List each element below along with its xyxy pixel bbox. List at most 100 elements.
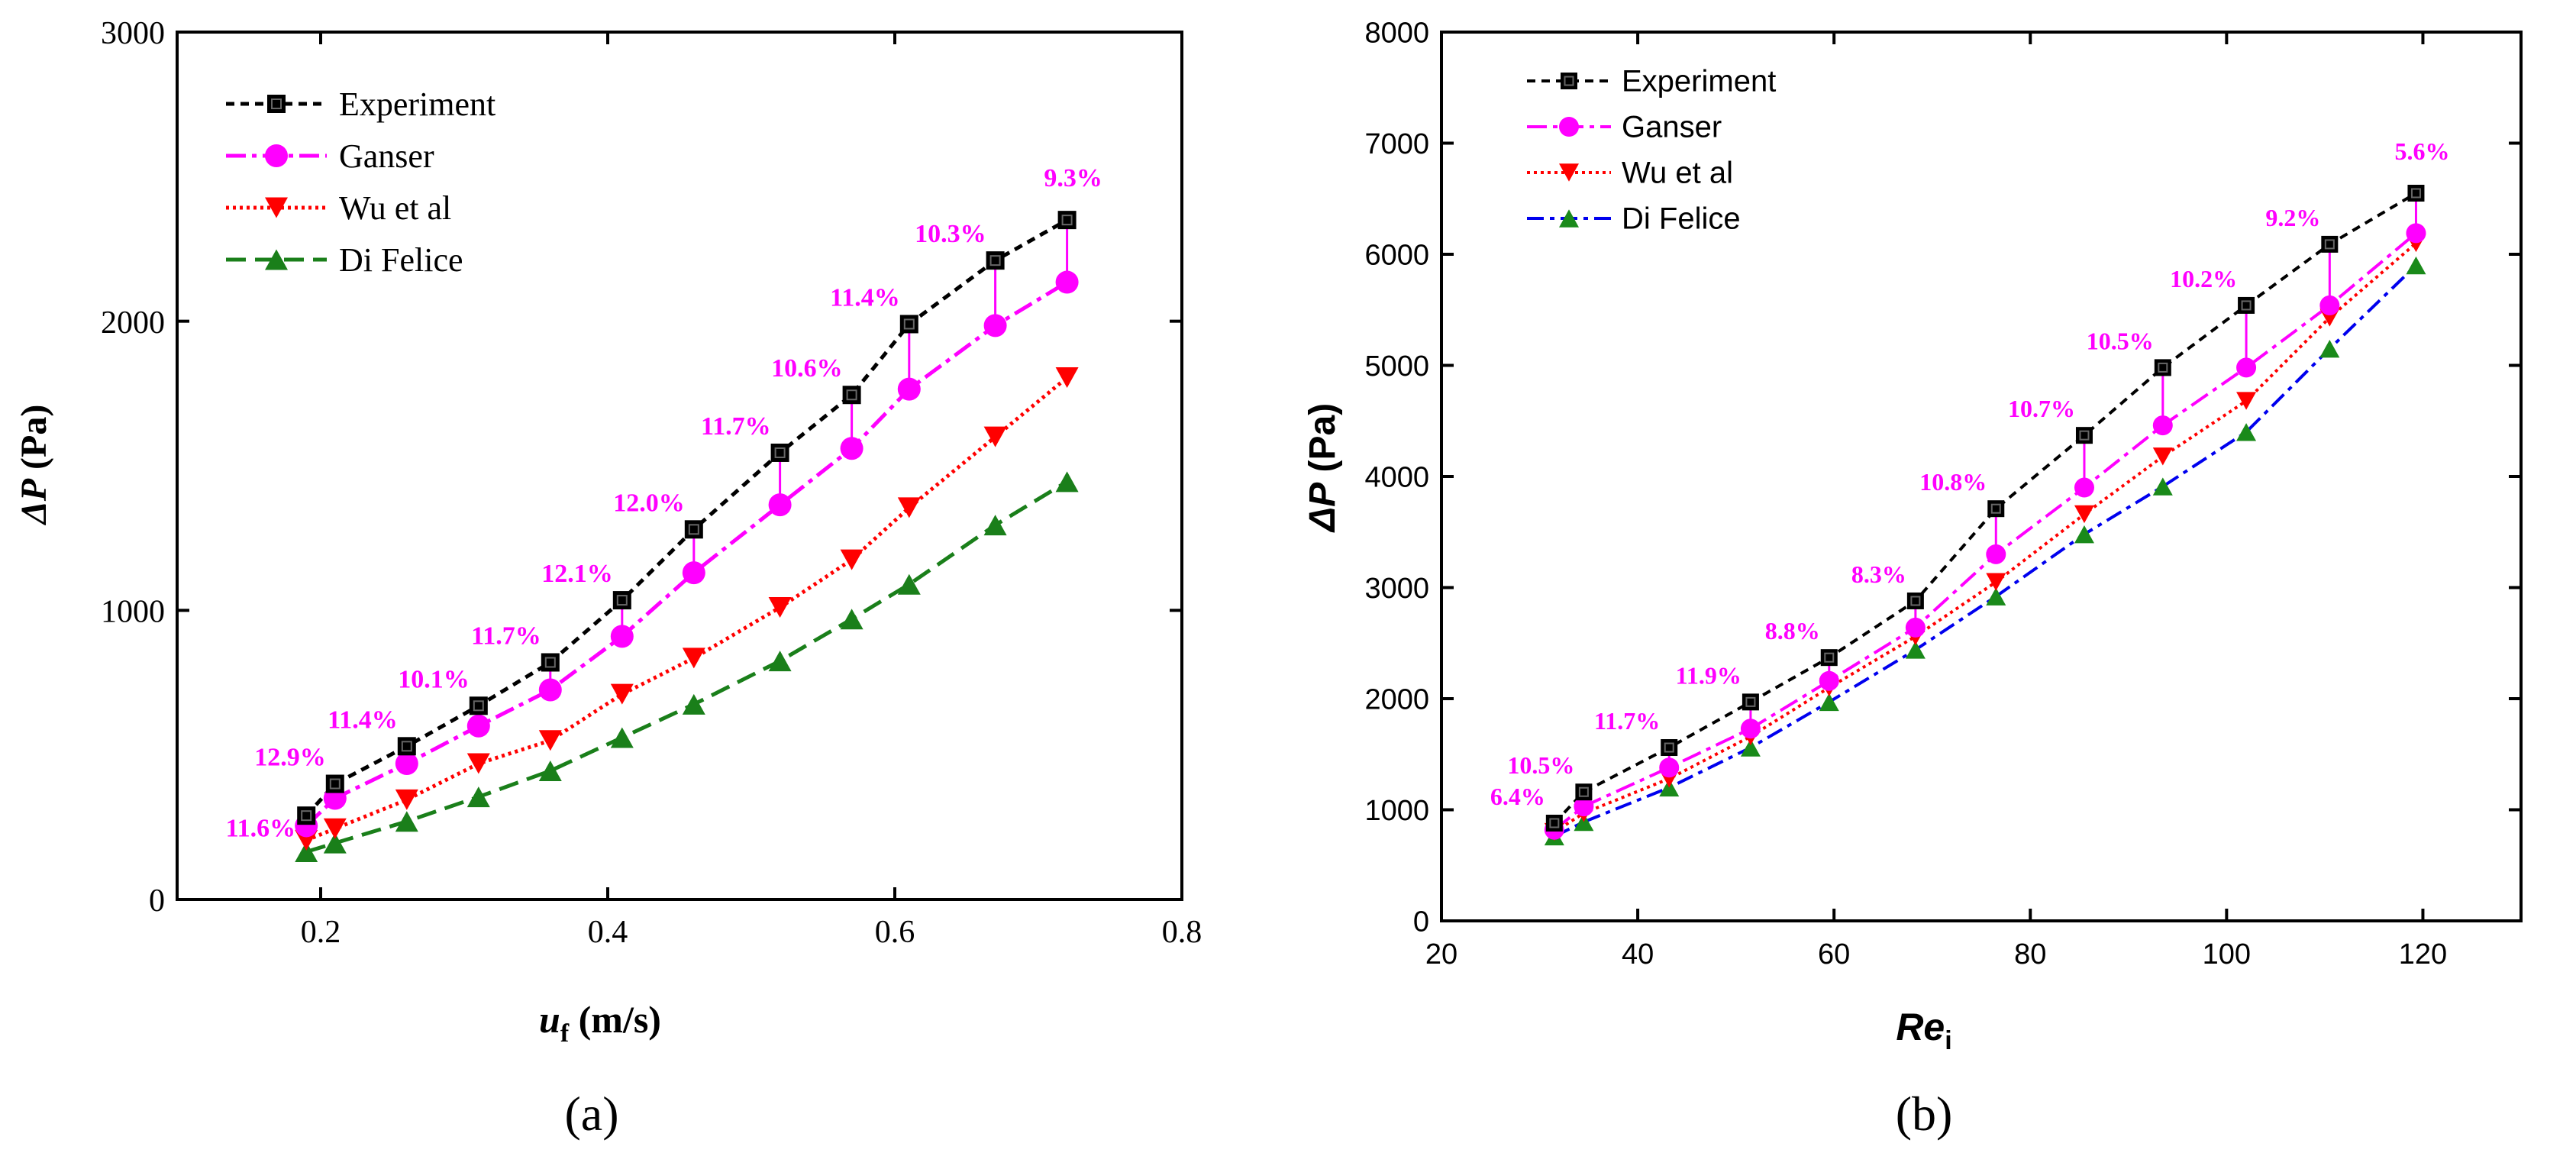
point-di-felice-a (323, 832, 347, 854)
point-ganser-b (1986, 544, 2006, 564)
point-di-felice-a (538, 760, 562, 781)
point-experiment-b-inner (1549, 818, 1560, 828)
y-axis-label-symbol-a: ΔP (14, 478, 54, 525)
deviation-label-b: 9.2% (2265, 204, 2320, 231)
point-experiment-a-inner (473, 700, 484, 712)
legend-label-a: Wu et al (339, 189, 451, 227)
point-di-felice-a (466, 786, 490, 808)
plot-area-b: 20 40 60 80 100 120 0 1000 2000 3000 4000 5000 6000 7… (1364, 18, 2523, 971)
point-experiment-b (2075, 427, 2093, 444)
x-axis-label-b: Rei (1896, 1006, 1951, 1055)
point-ganser-b (2236, 357, 2257, 378)
point-experiment-a-inner (301, 810, 312, 822)
y-axis-label-symbol-b: ΔP (1303, 482, 1343, 533)
deviation-label-a: 10.1% (398, 665, 470, 693)
point-wu-et-al-a (395, 789, 418, 810)
series-line-experiment-a (305, 218, 1068, 817)
point-di-felice-b (1905, 641, 1926, 659)
point-wu-et-al-a (466, 753, 490, 774)
deviation-label-b: 8.8% (1765, 617, 1820, 644)
point-wu-et-al-a (1055, 367, 1079, 389)
point-di-felice-b (1740, 738, 1761, 757)
point-ganser-b (1819, 670, 1839, 691)
point-di-felice-b (2152, 477, 2173, 496)
point-di-felice-a (1055, 471, 1079, 493)
point-ganser-a (395, 752, 418, 776)
deviation-label-a: 11.4% (830, 283, 900, 312)
point-experiment-a (684, 520, 703, 539)
chart-panel-b: 20 40 60 80 100 120 0 1000 2000 3000 4000 5000 6000 7… (1303, 18, 2523, 1141)
point-experiment-a (770, 443, 789, 462)
point-ganser-b (1905, 617, 1926, 638)
x-tick-label-b: 20 (1425, 938, 1457, 971)
series-line-ganser-a (305, 280, 1068, 828)
point-wu-et-al-b (2074, 505, 2094, 524)
point-ganser-a (897, 377, 921, 401)
point-ganser-a (840, 437, 864, 460)
deviation-label-a: 11.7% (471, 622, 541, 650)
y-tick-label-b: 0 (1413, 906, 1429, 938)
point-di-felice-a (840, 609, 864, 630)
point-di-felice-a (983, 515, 1007, 536)
point-experiment-b (1545, 814, 1563, 832)
legend-label-a: Ganser (339, 137, 434, 175)
point-experiment-b-inner (2079, 430, 2090, 441)
point-di-felice-b (1819, 693, 1839, 712)
point-experiment-a (842, 386, 861, 405)
legend-marker-b (1559, 209, 1579, 228)
y-tick-label-b: 3000 (1364, 573, 1429, 605)
legend-label-b: Ganser (1622, 111, 1722, 144)
point-ganser-a (682, 561, 705, 585)
point-experiment-a (1057, 211, 1077, 230)
point-experiment-a-inner (544, 657, 556, 668)
legend-marker-a-inner (271, 99, 282, 109)
point-experiment-a-inner (846, 389, 857, 401)
y-tick-label-b: 5000 (1364, 350, 1429, 383)
deviation-label-a: 12.1% (541, 560, 613, 588)
legend-marker-b (1561, 73, 1577, 89)
point-ganser-b (2406, 223, 2426, 244)
series-line-di-felice-a (305, 480, 1068, 854)
point-experiment-a (899, 315, 918, 334)
point-ganser-a (610, 625, 634, 648)
x-tick-label-b: 120 (2399, 938, 2447, 971)
point-experiment-a (986, 251, 1005, 270)
point-di-felice-a (897, 573, 921, 595)
x-tick-label-a: 0.8 (1162, 915, 1202, 950)
deviation-label-b: 10.5% (1507, 751, 1574, 779)
point-wu-et-al-a (840, 549, 864, 570)
legend-marker-b (1559, 163, 1579, 182)
point-experiment-b-inner (2158, 362, 2168, 373)
deviation-label-b: 10.8% (1919, 468, 1987, 496)
point-di-felice-a (610, 727, 634, 748)
point-di-felice-a (682, 693, 705, 715)
point-experiment-a-inner (688, 524, 699, 535)
point-wu-et-al-a (983, 426, 1007, 447)
x-tick-label-b: 80 (2014, 938, 2046, 971)
legend-marker-b (1559, 117, 1579, 137)
point-experiment-b (2407, 184, 2425, 202)
point-experiment-b (1575, 783, 1593, 801)
deviation-label-a: 10.3% (915, 220, 986, 248)
point-experiment-a-inner (616, 595, 628, 606)
y-tick-label-b: 2000 (1364, 684, 1429, 716)
legend-label-a: Experiment (339, 86, 496, 123)
deviation-label-a: 12.0% (613, 489, 685, 517)
point-di-felice-b (1986, 587, 2006, 606)
series-line-wu-et-al-b (1553, 241, 2417, 834)
point-experiment-a-inner (903, 318, 915, 330)
point-wu-et-al-a (682, 648, 705, 669)
plot-area-a: 0.2 0.4 0.6 0.8010002000300011.6%12.9%11.4%… (101, 16, 1202, 950)
point-di-felice-b (2319, 339, 2340, 358)
y-tick-label-a: 0 (149, 883, 165, 919)
point-experiment-b-inner (2410, 188, 2421, 199)
point-experiment-a-inner (401, 741, 412, 752)
y-axis-label-unit-a: (Pa) (14, 405, 54, 479)
deviation-label-b: 11.7% (1594, 707, 1660, 735)
series-line-experiment-b (1553, 192, 2417, 825)
legend-label-b: Experiment (1622, 65, 1776, 99)
y-tick-label-b: 8000 (1364, 18, 1429, 50)
legend-marker-a (265, 197, 288, 218)
x-tick-label-a: 0.4 (588, 915, 628, 950)
